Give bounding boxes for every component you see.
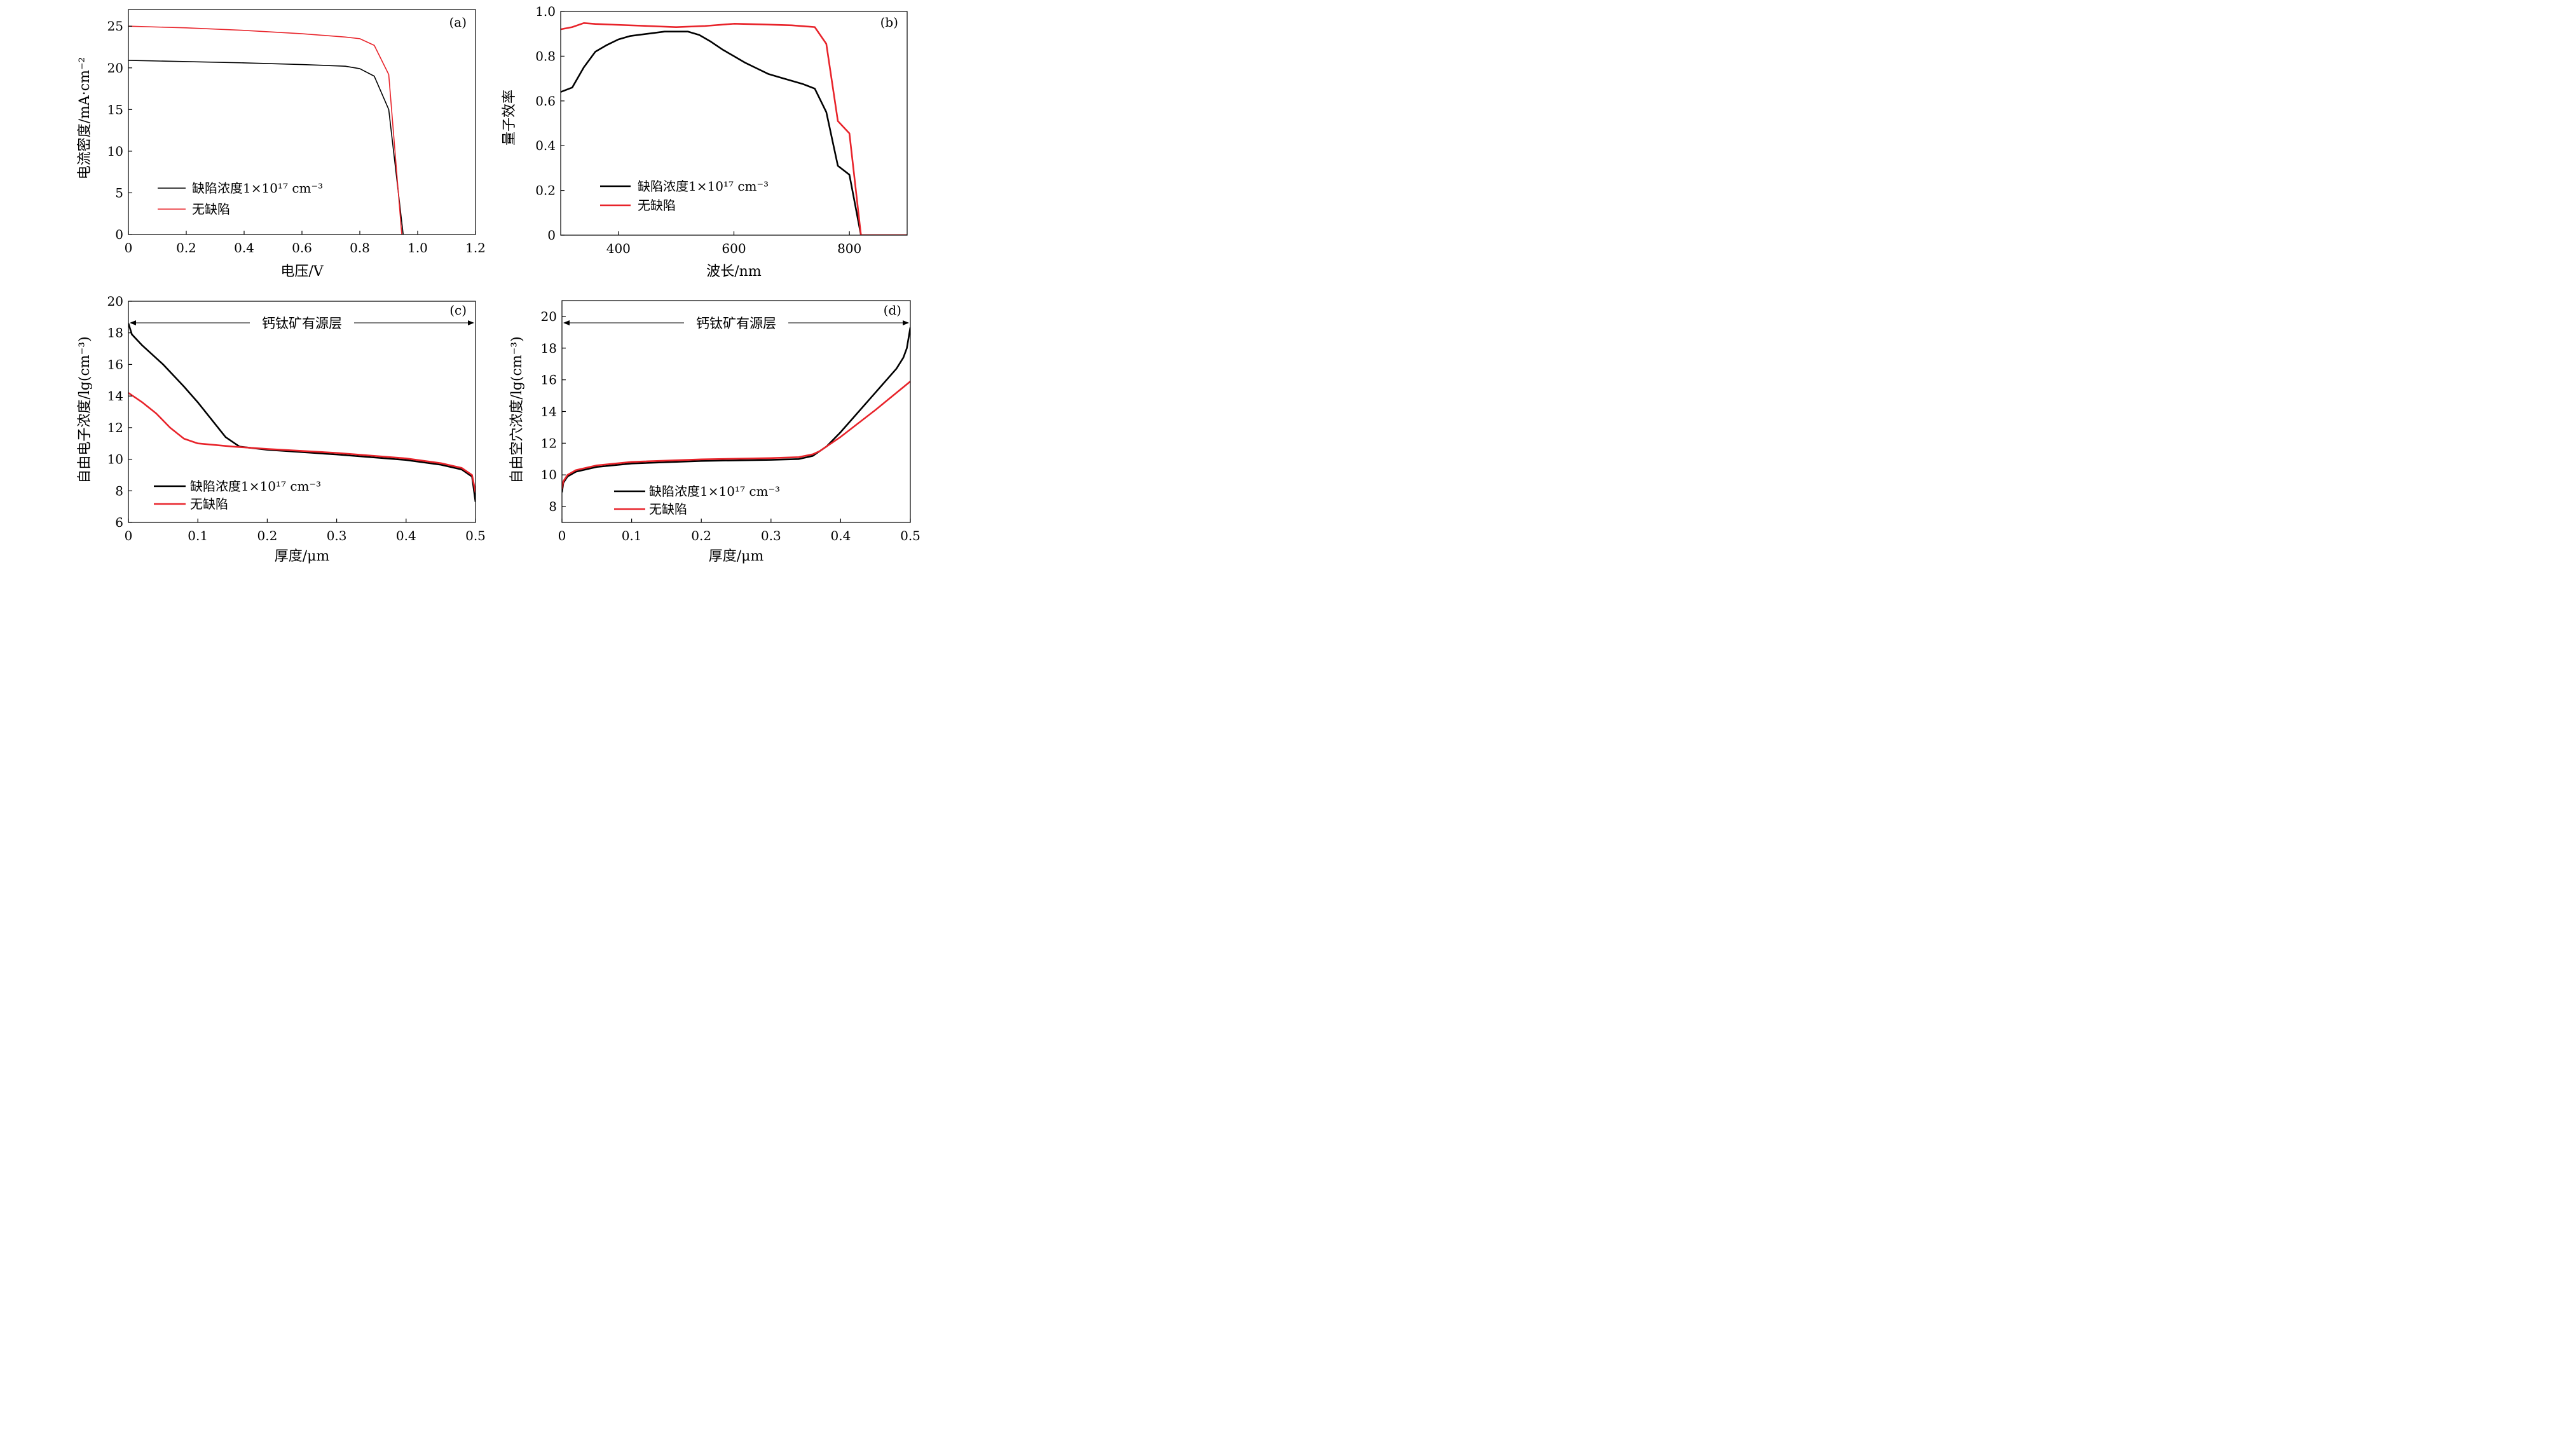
y-tick-label: 14 (107, 388, 123, 404)
y-tick-label: 1.0 (535, 4, 556, 19)
panel-d: 0 0.1 0.2 0.3 0.4 0.5 8 10 12 14 16 18 20 厚度/μm 自由空穴浓度… (509, 300, 921, 564)
legend-label: 缺陷浓度1×10¹⁷ cm⁻³ (649, 484, 780, 499)
y-tick-label: 18 (107, 325, 123, 341)
y-tick-label: 18 (541, 341, 557, 356)
legend-label: 缺陷浓度1×10¹⁷ cm⁻³ (638, 179, 769, 194)
y-tick-label: 5 (115, 185, 123, 200)
y-axis-label: 量子效率 (502, 90, 517, 146)
x-tick-label: 0.8 (350, 240, 370, 255)
x-tick-label: 1.0 (407, 240, 428, 255)
legend-label: 无缺陷 (192, 201, 230, 217)
y-tick-label: 15 (107, 102, 123, 117)
y-tick-label: 12 (107, 420, 123, 435)
series-line-defect (128, 323, 476, 502)
x-tick-label: 0.4 (234, 240, 254, 255)
y-tick-label: 16 (107, 357, 123, 372)
x-tick-label: 0.2 (176, 240, 196, 255)
arrowhead-left (563, 320, 570, 325)
y-tick-label: 0.8 (535, 48, 556, 64)
series-line-no-defect (562, 381, 910, 489)
y-tick-label: 20 (541, 309, 557, 324)
figure: 0 0.2 0.4 0.6 0.8 1.0 1.2 0 5 10 15 20 25 电压/V 电流密度/mA… (77, 4, 921, 564)
x-tick-label: 0.1 (622, 528, 642, 543)
panel-label: (a) (449, 15, 467, 30)
series-line-defect (562, 327, 910, 493)
y-tick-label: 0 (115, 227, 123, 242)
y-tick-label: 10 (107, 144, 123, 159)
series-line-no-defect (561, 22, 907, 235)
arrowhead-left (130, 320, 136, 325)
x-axis-label: 厚度/μm (709, 548, 764, 564)
panel-b: 400 600 800 0 0.2 0.4 0.6 0.8 1.0 波长/nm 量子效率 (b) 缺陷浓… (502, 4, 908, 280)
series-line-no-defect (128, 392, 476, 493)
series-line-no-defect (128, 25, 402, 235)
arrowhead-right (468, 320, 474, 325)
x-tick-label: 0.5 (465, 528, 486, 543)
legend-label: 缺陷浓度1×10¹⁷ cm⁻³ (190, 479, 321, 494)
y-tick-label: 12 (541, 435, 557, 451)
y-tick-label: 8 (549, 499, 557, 514)
panel-label: (c) (449, 303, 467, 318)
series-line-defect (128, 60, 404, 235)
y-axis-label: 电流密度/mA·cm⁻² (77, 57, 93, 180)
y-tick-label: 0.6 (535, 93, 556, 109)
legend-label: 无缺陷 (638, 198, 676, 213)
y-tick-label: 14 (541, 404, 557, 419)
x-tick-label: 0 (125, 528, 133, 543)
y-axis-label: 自由空穴浓度/lg(cm⁻³) (509, 336, 525, 483)
y-tick-label: 16 (541, 372, 557, 388)
x-tick-label: 800 (837, 241, 861, 256)
y-tick-label: 0.2 (535, 183, 556, 198)
series-line-defect (561, 31, 907, 235)
x-tick-label: 0.4 (830, 528, 851, 543)
y-tick-label: 10 (107, 452, 123, 467)
arrowhead-right (903, 320, 909, 325)
x-tick-label: 0.2 (691, 528, 711, 543)
legend-label: 无缺陷 (190, 496, 228, 512)
x-tick-label: 0.1 (188, 528, 208, 543)
panel-label: (d) (884, 303, 901, 318)
x-tick-label: 600 (722, 241, 746, 256)
y-axis-label: 自由电子浓度/lg(cm⁻³) (77, 336, 93, 483)
x-tick-label: 0.4 (396, 528, 416, 543)
panel-label: (b) (880, 15, 898, 30)
panel-c: 0 0.1 0.2 0.3 0.4 0.5 6 8 10 12 14 16 18 20 厚度/μm 自由电子浓… (77, 294, 486, 564)
y-tick-label: 0.4 (535, 138, 556, 153)
y-tick-label: 25 (107, 18, 123, 34)
legend-label: 缺陷浓度1×10¹⁷ cm⁻³ (192, 180, 323, 196)
x-tick-label: 0.6 (292, 240, 312, 255)
x-tick-label: 0 (125, 240, 133, 255)
legend-label: 无缺陷 (649, 501, 687, 517)
x-tick-label: 0.3 (327, 528, 347, 543)
x-tick-label: 400 (606, 241, 631, 256)
annotation-label: 钙钛矿有源层 (262, 316, 342, 331)
plot-frame (128, 301, 476, 523)
panel-a: 0 0.2 0.4 0.6 0.8 1.0 1.2 0 5 10 15 20 25 电压/V 电流密度/mA… (77, 9, 486, 280)
plot-frame (128, 9, 476, 235)
y-tick-label: 8 (115, 483, 123, 498)
y-tick-label: 10 (541, 467, 557, 482)
x-tick-label: 0.2 (257, 528, 277, 543)
y-tick-label: 20 (107, 60, 123, 76)
x-tick-label: 0.5 (900, 528, 921, 543)
y-tick-label: 20 (107, 294, 123, 309)
x-tick-label: 0.3 (761, 528, 781, 543)
x-axis-label: 波长/nm (706, 264, 762, 280)
x-axis-label: 电压/V (280, 264, 324, 280)
x-axis-label: 厚度/μm (275, 548, 330, 564)
x-tick-label: 0 (558, 528, 566, 543)
y-tick-label: 0 (547, 228, 556, 243)
x-tick-label: 1.2 (465, 240, 486, 255)
annotation-label: 钙钛矿有源层 (696, 316, 776, 331)
y-tick-label: 6 (115, 515, 123, 530)
